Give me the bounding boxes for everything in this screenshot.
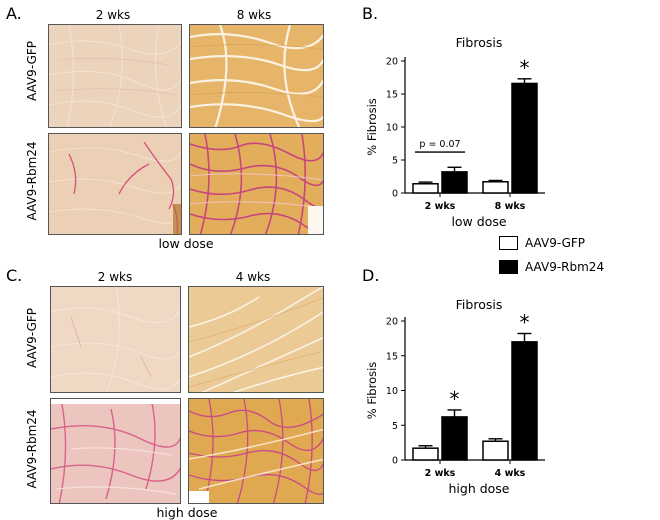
chart-svg-high-dose: Fibrosis 0 5 10 15 20 % Fibrosis 2 wks 4 wks high… xyxy=(365,297,545,496)
chart-b-y-tick-label-3: 15 xyxy=(386,90,398,101)
chart-b-y-label: % Fibrosis xyxy=(365,98,379,156)
legend-label-gfp: AAV9-GFP xyxy=(525,236,586,250)
chart-fibrosis-high-dose: Fibrosis 0 5 10 15 20 % Fibrosis 2 wks 4 wks high… xyxy=(360,294,600,516)
legend-swatch-rbm24 xyxy=(499,260,518,274)
chart-d-bar-1-0 xyxy=(441,416,468,461)
chart-b-x-tick-label-1: 8 wks xyxy=(495,201,526,212)
micrograph-a-rbm24-2wks xyxy=(48,133,182,235)
chart-b-bar-1-1 xyxy=(511,82,538,194)
row-label-a-2: AAV9-Rbm24 xyxy=(25,141,39,221)
chart-b-y-tick-label-4: 20 xyxy=(386,57,398,68)
chart-d-bar-0-1 xyxy=(482,440,509,461)
chart-b-y-tick-label-0: 0 xyxy=(392,189,398,200)
panel-letter-c: C. xyxy=(6,266,23,285)
legend-label-rbm24: AAV9-Rbm24 xyxy=(525,260,605,274)
chart-b-x-label: low dose xyxy=(451,214,506,229)
chart-b-annotation-1: * xyxy=(520,56,530,80)
legend-swatch-gfp xyxy=(499,236,518,250)
chart-d-y-tick-label-1: 5 xyxy=(392,421,398,432)
row-label-c-1: AAV9-GFP xyxy=(25,307,39,369)
row-label-c-2: AAV9-Rbm24 xyxy=(25,409,39,489)
chart-d-y-tick-label-3: 15 xyxy=(386,351,398,362)
chart-d-y-tick-label-2: 10 xyxy=(386,386,398,397)
chart-d-x-tick-label-1: 4 wks xyxy=(495,468,526,479)
chart-b-y-tick-label-2: 10 xyxy=(386,123,398,134)
micrograph-c-gfp-4wks xyxy=(188,286,324,393)
panel-letter-b: B. xyxy=(362,4,379,23)
chart-d-annotation-0: * xyxy=(450,387,460,411)
caption-low-dose: low dose xyxy=(158,236,214,251)
chart-d-bar-0-0 xyxy=(412,447,439,461)
chart-b-y-tick-label-1: 5 xyxy=(392,156,398,167)
chart-d-y-label: % Fibrosis xyxy=(365,362,379,420)
chart-b-annotation-0: p = 0.07 xyxy=(419,139,460,150)
chart-b-bar-0-1 xyxy=(482,181,509,194)
col-label-a-2: 8 wks xyxy=(236,8,272,22)
chart-svg-low-dose: Fibrosis 0 5 10 15 20 % Fibrosis 2 wks 8 wks low … xyxy=(365,35,545,229)
micrograph-a-gfp-2wks xyxy=(48,24,182,128)
legend-item-rbm24: AAV9-Rbm24 xyxy=(499,260,604,274)
col-label-c-1: 2 wks xyxy=(97,270,133,284)
chart-d-bar-1-1 xyxy=(511,341,538,461)
chart-b-bar-1-0 xyxy=(441,171,468,194)
legend-item-gfp: AAV9-GFP xyxy=(499,236,585,250)
micrograph-c-gfp-2wks xyxy=(50,286,181,393)
chart-d-x-label: high dose xyxy=(448,481,509,496)
chart-b-title: Fibrosis xyxy=(456,35,503,50)
chart-fibrosis-low-dose: Fibrosis 0 5 10 15 20 % Fibrosis 2 wks 8 wks low … xyxy=(360,30,600,255)
caption-high-dose: high dose xyxy=(156,505,218,520)
micrograph-c-rbm24-4wks xyxy=(188,398,324,504)
chart-b-x-tick-label-0: 2 wks xyxy=(425,201,456,212)
chart-d-annotation-1: * xyxy=(520,311,530,335)
micrograph-a-gfp-8wks xyxy=(189,24,324,128)
panel-letter-a: A. xyxy=(6,4,22,23)
row-label-a-1: AAV9-GFP xyxy=(25,40,39,102)
chart-d-title: Fibrosis xyxy=(456,297,503,312)
col-label-a-1: 2 wks xyxy=(95,8,131,22)
panel-letter-d: D. xyxy=(362,266,380,285)
micrograph-c-rbm24-2wks xyxy=(50,398,181,504)
col-label-c-2: 4 wks xyxy=(235,270,271,284)
chart-b-bar-0-0 xyxy=(412,183,439,194)
chart-d-y-tick-label-4: 20 xyxy=(386,317,398,328)
chart-d-y-tick-label-0: 0 xyxy=(392,456,398,467)
chart-d-x-tick-label-0: 2 wks xyxy=(425,468,456,479)
micrograph-a-rbm24-8wks xyxy=(189,133,324,235)
